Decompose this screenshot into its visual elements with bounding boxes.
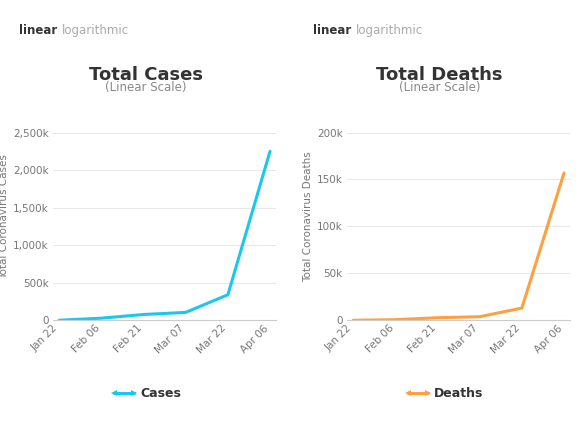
Text: (Linear Scale): (Linear Scale) (399, 81, 480, 94)
Text: linear: linear (18, 24, 57, 37)
Text: logarithmic: logarithmic (356, 24, 423, 37)
Text: Deaths: Deaths (435, 387, 484, 400)
Y-axis label: Total Coronavirus Deaths: Total Coronavirus Deaths (303, 152, 313, 282)
Text: linear: linear (312, 24, 351, 37)
Y-axis label: Total Coronavirus Cases: Total Coronavirus Cases (0, 155, 9, 279)
Text: Cases: Cases (141, 387, 181, 400)
Text: Total Deaths: Total Deaths (376, 66, 503, 84)
Text: logarithmic: logarithmic (62, 24, 129, 37)
Text: (Linear Scale): (Linear Scale) (105, 81, 186, 94)
Text: Total Cases: Total Cases (89, 66, 202, 84)
